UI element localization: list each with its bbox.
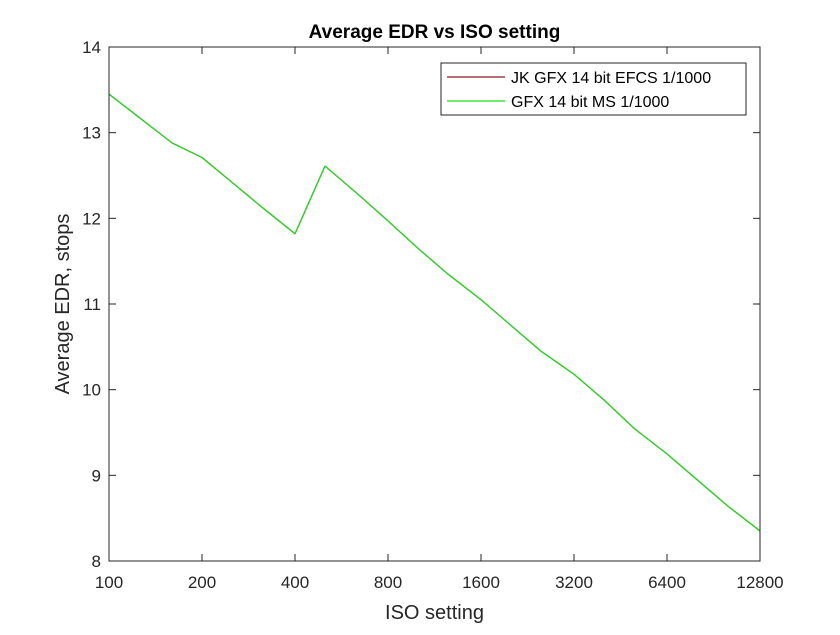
plot-area [109, 47, 760, 561]
x-tick-label: 100 [95, 573, 123, 592]
y-axis-label: Average EDR, stops [52, 214, 74, 395]
y-tick-label: 12 [82, 209, 101, 228]
y-tick-label: 11 [83, 295, 101, 314]
series-line-ms [108, 93, 761, 532]
x-tick-label: 3200 [555, 573, 593, 592]
x-tick-label: 6400 [648, 573, 686, 592]
y-tick-label: 13 [82, 124, 101, 143]
legend: JK GFX 14 bit EFCS 1/1000 GFX 14 bit MS … [440, 62, 747, 116]
series-layer [108, 93, 761, 532]
plot-frame [108, 46, 761, 562]
y-tick-label: 8 [92, 552, 101, 571]
x-tick-label: 1600 [462, 573, 500, 592]
x-tick-label: 800 [374, 573, 402, 592]
chart-title: Average EDR vs ISO setting [309, 22, 561, 43]
y-tick-label: 9 [92, 466, 101, 485]
x-axis-label: ISO setting [385, 602, 484, 624]
legend-label-efcs: JK GFX 14 bit EFCS 1/1000 [511, 70, 711, 87]
y-tick-label: 10 [82, 381, 101, 400]
x-tick-label: 12800 [736, 573, 783, 592]
axis-ticks: 100 200 400 800 1600 3200 6400 12800 8 9 10 11 12 13 1… [82, 38, 784, 592]
x-tick-label: 200 [188, 573, 216, 592]
legend-box [440, 62, 747, 116]
x-tick-label: 400 [281, 573, 309, 592]
y-tick-label: 14 [82, 38, 101, 57]
legend-label-ms: GFX 14 bit MS 1/1000 [511, 94, 669, 111]
